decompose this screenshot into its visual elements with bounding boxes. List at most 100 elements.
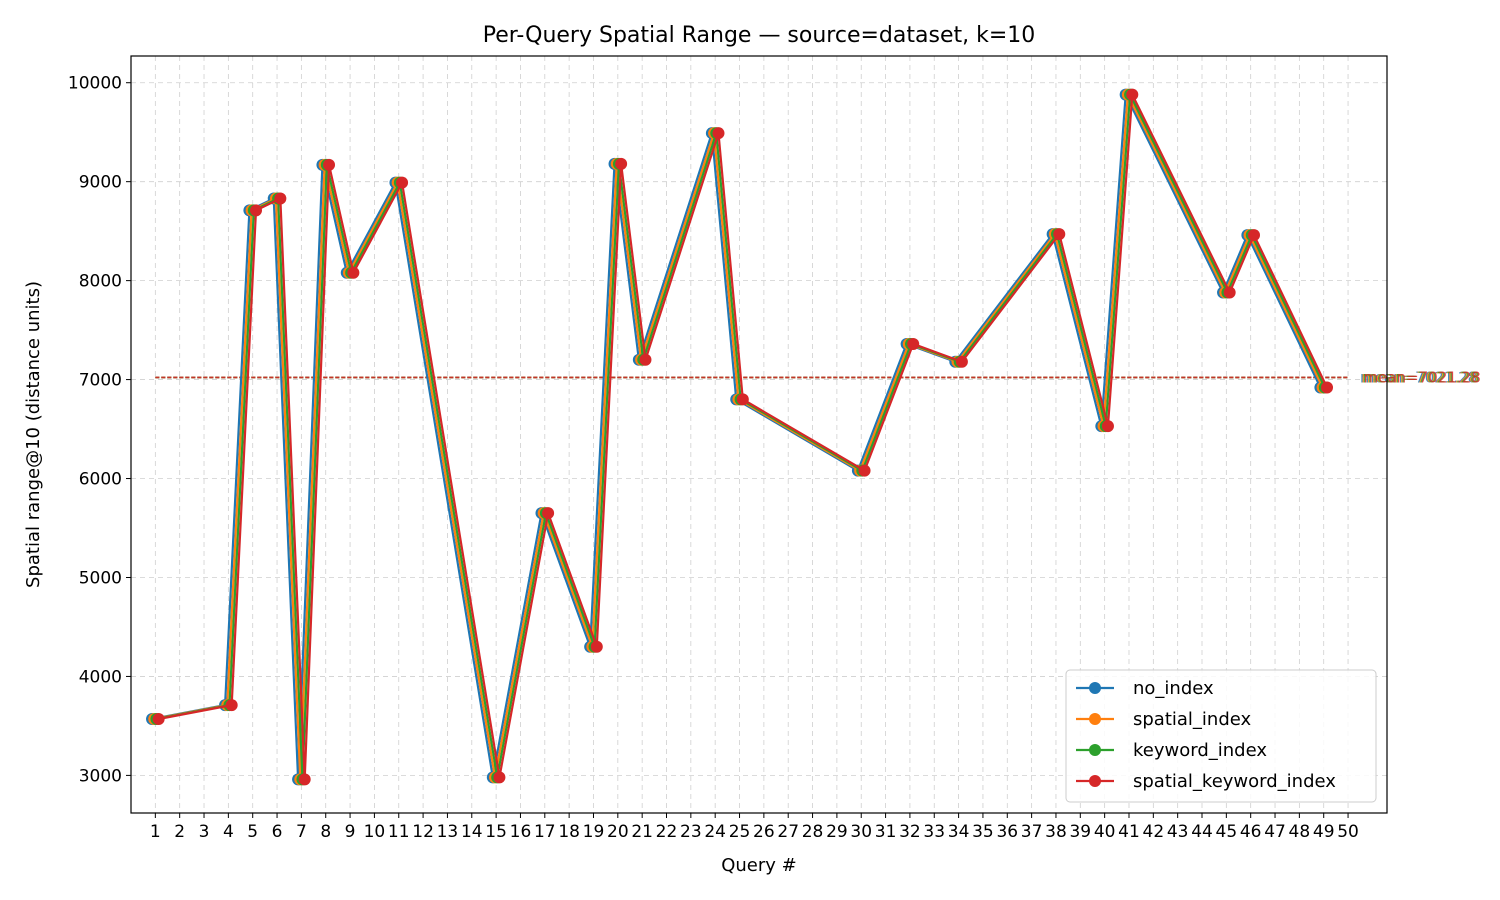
data-point-spatial_keyword_index [493, 771, 506, 784]
y-axis-ticks: 3000 4000 5000 6000 7000 8000 9000 10000 [68, 74, 131, 786]
data-point-spatial_keyword_index [323, 158, 336, 171]
x-tick-label: 50 [1337, 822, 1359, 842]
y-axis-label: Spatial range@10 (distance units) [23, 281, 44, 588]
x-tick-label: 7 [296, 822, 307, 842]
data-point-spatial_keyword_index [1321, 381, 1334, 394]
x-tick-label: 8 [320, 822, 331, 842]
mean-label-spatial_index: mean=7021.28 [1361, 368, 1478, 386]
data-point-spatial_keyword_index [298, 773, 311, 786]
y-tick-label: 9000 [79, 173, 122, 193]
x-tick-label: 1 [150, 822, 161, 842]
data-point-spatial_keyword_index [347, 266, 360, 279]
data-point-spatial_keyword_index [907, 337, 920, 350]
legend-swatch-marker [1089, 713, 1101, 725]
x-tick-label: 39 [1069, 822, 1091, 842]
data-point-spatial_keyword_index [712, 127, 725, 140]
x-tick-label: 18 [558, 822, 580, 842]
x-tick-label: 30 [850, 822, 872, 842]
legend: no_index spatial_index keyword_indexspatia… [1065, 669, 1377, 803]
x-tick-label: 29 [826, 822, 848, 842]
x-tick-label: 31 [875, 822, 897, 842]
x-tick-label: 41 [1118, 822, 1140, 842]
x-tick-label: 12 [412, 822, 434, 842]
x-tick-label: 16 [510, 822, 532, 842]
x-tick-label: 20 [607, 822, 629, 842]
x-tick-label: 22 [656, 822, 678, 842]
data-point-spatial_keyword_index [274, 192, 287, 205]
series-line-spatial_index [154, 93, 1324, 781]
y-tick-label: 7000 [79, 371, 122, 391]
data-point-spatial_keyword_index [615, 157, 628, 170]
chart-title: Per-Query Spatial Range — source=dataset… [483, 23, 1036, 48]
legend-entry-label: keyword_index [1133, 740, 1267, 761]
legend-swatch-marker [1089, 775, 1101, 787]
x-tick-label: 23 [680, 822, 702, 842]
x-tick-label: 49 [1313, 822, 1335, 842]
legend-entry-label: no_index [1133, 678, 1214, 699]
data-point-spatial_keyword_index [396, 176, 409, 189]
x-axis-label: Query # [721, 855, 797, 876]
x-tick-label: 2 [174, 822, 185, 842]
y-tick-label: 4000 [79, 667, 122, 687]
data-point-spatial_keyword_index [542, 507, 555, 520]
x-tick-label: 28 [802, 822, 824, 842]
data-point-spatial_keyword_index [858, 464, 871, 477]
x-tick-label: 10 [364, 822, 386, 842]
data-point-spatial_keyword_index [225, 699, 238, 712]
x-tick-label: 9 [345, 822, 356, 842]
x-tick-label: 14 [461, 822, 483, 842]
legend-swatch-marker [1089, 744, 1101, 756]
series-lines [146, 88, 1334, 786]
x-tick-label: 47 [1264, 822, 1286, 842]
mean-label-spatial_keyword_index: mean=7021.28 [1364, 368, 1481, 386]
x-tick-label: 17 [534, 822, 556, 842]
x-tick-label: 25 [729, 822, 751, 842]
data-point-spatial_keyword_index [955, 355, 968, 368]
x-tick-label: 48 [1289, 822, 1311, 842]
mean-label-keyword_index: mean=7021.28 [1362, 368, 1479, 386]
legend-swatch-marker [1089, 682, 1101, 694]
x-tick-label: 43 [1167, 822, 1189, 842]
x-tick-label: 46 [1240, 822, 1262, 842]
x-tick-label: 3 [199, 822, 210, 842]
plot-frame [130, 55, 1388, 814]
x-tick-label: 32 [899, 822, 921, 842]
x-tick-label: 6 [272, 822, 283, 842]
data-point-spatial_keyword_index [590, 640, 603, 653]
y-tick-label: 10000 [68, 74, 122, 94]
x-tick-label: 38 [1045, 822, 1067, 842]
legend-entry-label: spatial_index [1133, 709, 1252, 730]
x-tick-label: 44 [1191, 822, 1213, 842]
series-line-no_index [151, 93, 1322, 781]
data-point-spatial_keyword_index [1247, 229, 1260, 242]
data-point-spatial_keyword_index [639, 353, 652, 366]
y-tick-label: 5000 [79, 568, 122, 588]
data-point-spatial_keyword_index [1126, 88, 1139, 101]
data-point-spatial_keyword_index [1223, 286, 1236, 299]
x-tick-label: 15 [485, 822, 507, 842]
x-tick-label: 35 [972, 822, 994, 842]
data-point-spatial_keyword_index [250, 204, 263, 217]
x-tick-label: 40 [1094, 822, 1116, 842]
y-tick-label: 6000 [79, 470, 122, 490]
mean-lines: mean=7021.28mean=7021.28mean=7021.28mean… [155, 368, 1481, 386]
x-tick-label: 13 [437, 822, 459, 842]
x-tick-label: 33 [923, 822, 945, 842]
x-tick-label: 45 [1216, 822, 1238, 842]
x-tick-label: 26 [753, 822, 775, 842]
x-tick-label: 11 [388, 822, 410, 842]
x-tick-label: 24 [704, 822, 726, 842]
x-tick-label: 27 [777, 822, 799, 842]
x-tick-label: 19 [583, 822, 605, 842]
x-tick-label: 21 [631, 822, 653, 842]
x-tick-label: 42 [1143, 822, 1165, 842]
x-tick-label: 4 [223, 822, 234, 842]
y-tick-label: 8000 [79, 272, 122, 292]
series-line-keyword_index [156, 93, 1326, 781]
data-point-spatial_keyword_index [736, 393, 749, 406]
y-tick-label: 3000 [79, 766, 122, 786]
x-tick-label: 34 [948, 822, 970, 842]
x-tick-label: 5 [247, 822, 258, 842]
